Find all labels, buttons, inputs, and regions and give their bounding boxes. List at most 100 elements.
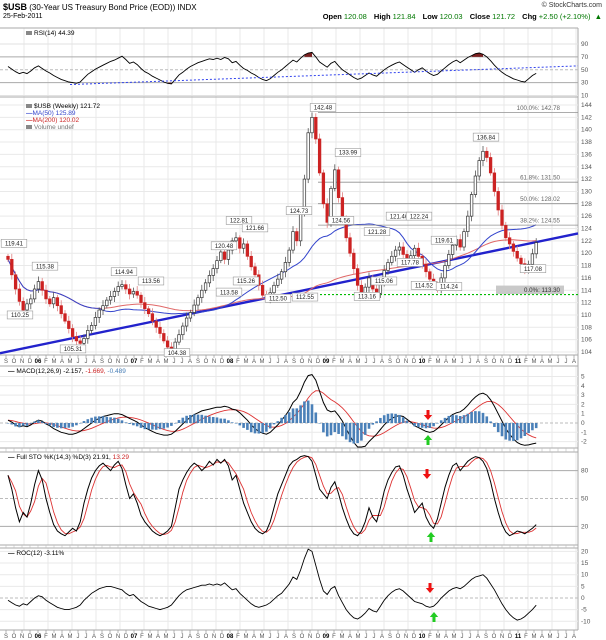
svg-text:M: M <box>164 634 169 640</box>
svg-text:104.38: 104.38 <box>168 351 187 357</box>
svg-text:10: 10 <box>419 634 426 640</box>
svg-text:A: A <box>92 359 96 365</box>
svg-text:130: 130 <box>581 188 592 195</box>
svg-text:06: 06 <box>35 634 42 640</box>
svg-text:1: 1 <box>581 411 585 418</box>
svg-text:A: A <box>60 634 64 640</box>
svg-text:114: 114 <box>581 287 592 294</box>
svg-text:F: F <box>428 359 432 365</box>
svg-text:J: J <box>173 634 176 640</box>
svg-text:114.24: 114.24 <box>440 285 459 291</box>
svg-text:O: O <box>396 359 401 365</box>
svg-text:114.52: 114.52 <box>415 284 434 290</box>
svg-text:M: M <box>260 359 265 365</box>
price-annotations: 119.41 115.38 110.25 105.31 114.94 113.56 104.… <box>0 103 547 357</box>
svg-text:100.0%: 142.78: 100.0%: 142.78 <box>517 105 561 112</box>
svg-text:07: 07 <box>131 359 138 365</box>
svg-text:2: 2 <box>581 401 585 408</box>
svg-text:J: J <box>557 634 560 640</box>
svg-text:122: 122 <box>581 238 592 245</box>
svg-text:-5: -5 <box>581 607 587 614</box>
svg-text:D: D <box>124 359 129 365</box>
price-panel <box>0 104 579 355</box>
svg-text:128: 128 <box>581 201 592 208</box>
roc-panel <box>0 548 578 622</box>
svg-text:-1: -1 <box>581 429 587 436</box>
copyright-label: © StockCharts.com <box>541 2 602 9</box>
svg-text:D: D <box>508 634 513 640</box>
chart-title: $USB (30-Year US Treasury Bond Price (EO… <box>3 2 197 12</box>
close-value: 121.72 <box>492 12 516 21</box>
svg-text:J: J <box>181 634 184 640</box>
svg-text:F: F <box>524 359 528 365</box>
svg-text:124: 124 <box>581 226 592 233</box>
stoch-panel <box>0 455 578 537</box>
open-value: 120.08 <box>343 12 367 21</box>
macd-panel <box>0 374 578 448</box>
svg-text:38.2%: 124.55: 38.2%: 124.55 <box>520 218 560 225</box>
svg-text:O: O <box>204 634 209 640</box>
svg-text:A: A <box>188 634 192 640</box>
month-axis-labels: SSOONNDD0606FFMMAAMMJJJJAASSOONNDD0707FF… <box>4 359 576 640</box>
svg-text:M: M <box>340 634 345 640</box>
svg-text:F: F <box>140 634 144 640</box>
quote-bar: Open 120.08 High 121.84 Low 120.03 Close 121… <box>318 12 602 21</box>
svg-text:121.66: 121.66 <box>246 226 265 232</box>
svg-text:M: M <box>436 634 441 640</box>
svg-text:S: S <box>484 634 488 640</box>
svg-text:10: 10 <box>581 93 589 100</box>
svg-text:N: N <box>212 634 216 640</box>
svg-text:10: 10 <box>581 572 589 579</box>
macd-arrows <box>423 410 433 445</box>
symbol-label: $USB <box>3 2 28 12</box>
svg-text:D: D <box>28 634 33 640</box>
svg-text:F: F <box>332 359 336 365</box>
svg-text:S: S <box>388 634 392 640</box>
svg-text:N: N <box>404 359 408 365</box>
svg-text:112.50: 112.50 <box>269 296 288 302</box>
svg-text:M: M <box>532 359 537 365</box>
svg-text:D: D <box>316 634 321 640</box>
svg-text:J: J <box>85 359 88 365</box>
svg-text:122.24: 122.24 <box>410 214 429 220</box>
svg-text:A: A <box>60 359 64 365</box>
svg-text:O: O <box>204 359 209 365</box>
svg-text:D: D <box>124 634 129 640</box>
svg-text:J: J <box>269 359 272 365</box>
macd-histogram <box>6 400 538 444</box>
svg-text:M: M <box>52 359 57 365</box>
svg-text:A: A <box>380 359 384 365</box>
svg-text:-10: -10 <box>581 618 591 625</box>
svg-text:116: 116 <box>581 275 592 282</box>
rsi-panel <box>0 43 579 96</box>
svg-text:20: 20 <box>581 523 589 530</box>
svg-text:J: J <box>565 359 568 365</box>
svg-text:F: F <box>428 634 432 640</box>
svg-text:O: O <box>396 634 401 640</box>
svg-text:80: 80 <box>581 468 589 475</box>
svg-text:D: D <box>220 634 225 640</box>
svg-text:30: 30 <box>581 80 589 87</box>
chg-up-arrow-icon: ▲ <box>594 12 602 21</box>
svg-text:A: A <box>156 634 160 640</box>
axis-ticks <box>5 355 575 633</box>
svg-text:S: S <box>292 634 296 640</box>
svg-text:J: J <box>469 634 472 640</box>
svg-text:S: S <box>196 634 200 640</box>
high-value: 121.84 <box>392 12 416 21</box>
svg-text:O: O <box>492 634 497 640</box>
svg-text:5: 5 <box>581 374 585 381</box>
svg-text:A: A <box>348 634 352 640</box>
svg-text:-2: -2 <box>581 439 587 446</box>
svg-text:J: J <box>181 359 184 365</box>
open-label: Open <box>322 12 342 21</box>
svg-text:J: J <box>77 634 80 640</box>
svg-text:136: 136 <box>581 151 592 158</box>
title-label: (30-Year US Treasury Bond Price (EOD)) I… <box>29 3 197 12</box>
svg-text:M: M <box>532 634 537 640</box>
svg-text:M: M <box>452 359 457 365</box>
svg-text:121.46: 121.46 <box>390 214 409 220</box>
svg-text:M: M <box>356 359 361 365</box>
